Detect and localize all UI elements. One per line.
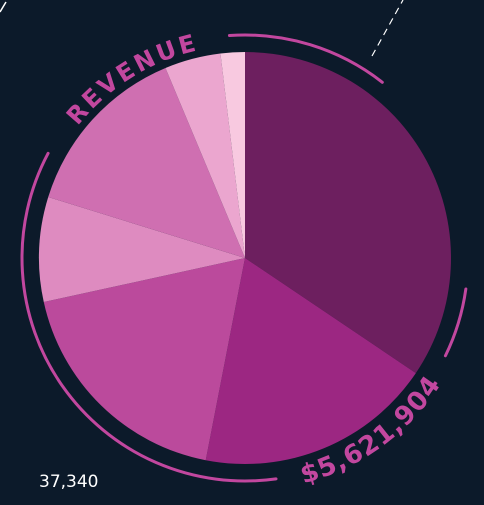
value-label: 37,340: [39, 472, 98, 492]
pie-slice: [245, 52, 451, 374]
leader-line: [0, 1, 7, 13]
pie-slice: [220, 52, 245, 258]
pie: [38, 52, 451, 465]
pie-slice: [43, 258, 246, 461]
ring-arc: [227, 33, 384, 84]
leader-line: [371, 0, 404, 57]
pie-slice: [38, 197, 245, 303]
ring: [20, 33, 468, 483]
pie-slice: [165, 53, 245, 258]
pie-slice: [205, 258, 416, 465]
ring-arc: [20, 151, 278, 483]
ring-arc: [443, 287, 468, 358]
pie-slice: [48, 67, 245, 258]
